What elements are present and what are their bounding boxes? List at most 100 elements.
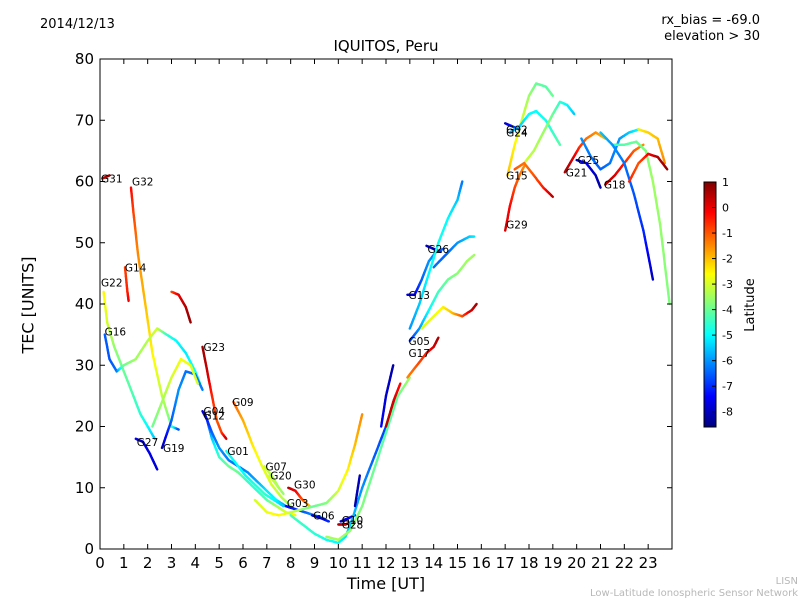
plot-border xyxy=(99,58,673,550)
colorbar-tick-label: -2 xyxy=(722,253,733,266)
x-tick-label: 3 xyxy=(167,554,177,572)
x-tick-label: 20 xyxy=(567,554,586,572)
x-tick-label: 16 xyxy=(472,554,491,572)
satellite-label-g16: G16 xyxy=(105,327,127,339)
series-segment xyxy=(641,143,645,147)
y-tick-label: 20 xyxy=(75,418,94,436)
series-segment xyxy=(664,272,669,286)
x-tick-label: 23 xyxy=(639,554,658,572)
series-g30 xyxy=(287,486,311,508)
x-tick-label: 9 xyxy=(310,554,320,572)
series-g06 xyxy=(310,514,330,523)
x-tick-label: 7 xyxy=(262,554,272,572)
chart-title: IQUITOS, Peru xyxy=(333,37,439,55)
series-segment xyxy=(281,491,285,496)
x-tick-label: 15 xyxy=(448,554,467,572)
satellite-label-g07: G07 xyxy=(265,461,287,473)
series-segment xyxy=(200,386,204,391)
series-segment xyxy=(398,382,402,388)
series-segment xyxy=(550,93,554,98)
satellite-label-g15: G15 xyxy=(506,170,527,182)
series-segment xyxy=(360,413,364,420)
x-axis-ticks: 0 1 2 3 4 5 6 7 8 9 10 11 12 13 14 15 16 17 18 19 20 21 22 23 xyxy=(95,59,658,572)
series-g15 xyxy=(506,82,554,177)
y-tick-label: 10 xyxy=(75,479,94,497)
series-arc2 xyxy=(151,357,199,428)
colorbar-tick-label: -5 xyxy=(722,329,733,342)
series-segment xyxy=(557,141,562,147)
satellite-label-g23: G23 xyxy=(203,342,225,354)
x-tick-label: 1 xyxy=(119,554,129,572)
satellite-label-g27: G27 xyxy=(137,437,159,449)
series-segment xyxy=(550,194,554,199)
series-arc xyxy=(170,290,192,324)
satellite-label-g06: G06 xyxy=(313,510,335,522)
series-g24 xyxy=(508,109,562,147)
series-rise3 xyxy=(384,382,402,428)
series-segment xyxy=(666,282,670,296)
satellite-label-g32: G32 xyxy=(132,177,154,189)
series-g25 xyxy=(575,158,602,189)
series-g12 xyxy=(203,413,297,511)
series-valley1 xyxy=(253,413,364,517)
satellite-label-g01: G01 xyxy=(227,446,249,458)
x-tick-label: 5 xyxy=(214,554,224,572)
series-segment xyxy=(661,243,665,256)
series-segment xyxy=(195,380,199,385)
colorbar-gradient xyxy=(703,181,717,428)
satellite-label-g13: G13 xyxy=(408,290,430,302)
satellite-labels: G31 G32G14G22G16G27G19G23G04G12G09G01G07G… xyxy=(101,124,625,531)
y-tick-label: 50 xyxy=(75,234,94,252)
rx-bias-line: rx_bias = -69.0 xyxy=(661,13,760,28)
satellite-label-g19: G19 xyxy=(163,443,185,455)
series-segment xyxy=(460,180,464,186)
series-segment xyxy=(155,466,159,471)
x-axis-label: Time [UT] xyxy=(346,574,426,593)
colorbar-tick-label: -6 xyxy=(722,355,733,368)
series-segment xyxy=(391,364,395,371)
satellite-label-g25: G25 xyxy=(578,155,600,167)
y-tick-label: 60 xyxy=(75,173,94,191)
x-tick-label: 14 xyxy=(424,554,443,572)
series-segment xyxy=(358,474,361,481)
colorbar-tick-label: -3 xyxy=(722,278,733,291)
date-label: 2014/12/13 xyxy=(40,17,115,32)
series-g20 xyxy=(268,474,285,496)
satellite-label-g22: G22 xyxy=(101,278,123,290)
series-g16 xyxy=(103,327,202,385)
series-segment xyxy=(667,292,671,306)
series-g26 xyxy=(425,244,442,254)
data-marks xyxy=(101,82,671,545)
series-segment xyxy=(522,164,526,169)
satellite-label-g05: G05 xyxy=(408,336,430,348)
series-segment xyxy=(662,158,666,165)
x-tick-label: 10 xyxy=(329,554,348,572)
series-desc3 xyxy=(627,152,669,183)
satellite-label-g21: G21 xyxy=(566,167,588,179)
series-g05 xyxy=(408,253,476,342)
satellite-label-g10: G10 xyxy=(342,515,364,527)
series-segment xyxy=(436,336,440,340)
series-segment xyxy=(224,436,228,440)
series-steep xyxy=(408,180,464,330)
series-g18 xyxy=(604,143,645,186)
series-g12b xyxy=(420,302,478,330)
series-g22 xyxy=(102,290,157,440)
x-tick-label: 13 xyxy=(400,554,419,572)
series-g17 xyxy=(406,336,440,379)
series-g32 xyxy=(129,186,180,431)
satellite-label-g03: G03 xyxy=(287,498,309,510)
series-segment xyxy=(664,166,669,171)
y-tick-label: 40 xyxy=(75,295,94,313)
series-yel1 xyxy=(637,128,666,165)
satellite-label-g29: G29 xyxy=(506,219,527,231)
series-g31 xyxy=(101,174,111,180)
series-segment xyxy=(472,253,476,258)
x-tick-label: 11 xyxy=(353,554,372,572)
y-tick-label: 0 xyxy=(84,540,94,558)
series-g09 xyxy=(232,400,292,508)
series-g27 xyxy=(134,437,159,471)
series-segment xyxy=(658,223,663,236)
satellite-label-g12: G12 xyxy=(203,410,225,422)
